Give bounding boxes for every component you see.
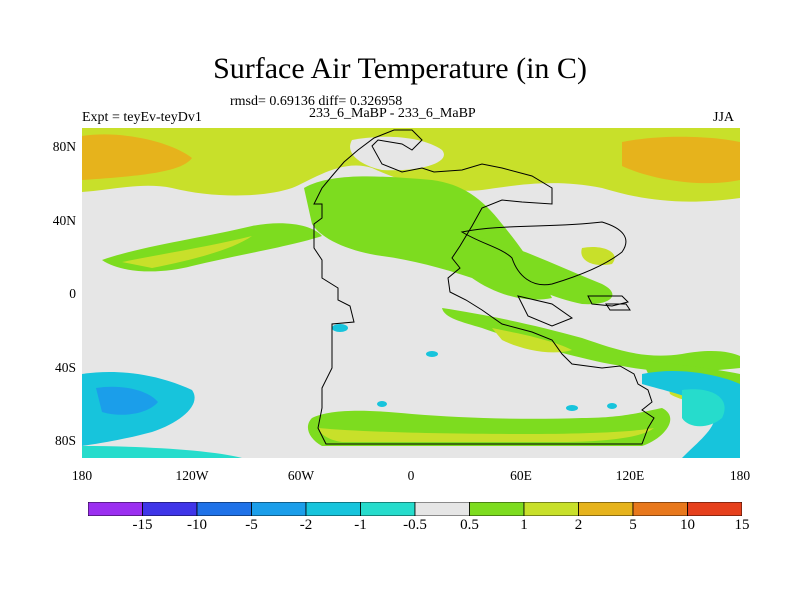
legend-label: -5	[245, 517, 258, 533]
legend-swatch	[469, 502, 525, 516]
y-tick-label: 40S	[54, 360, 76, 375]
x-tick-label: 60W	[287, 468, 315, 483]
y-tick-label: 0	[69, 286, 76, 301]
legend-label: 1	[520, 517, 528, 533]
legend-swatch	[687, 502, 742, 516]
experiment-label: Expt = teyEv-teyDv1	[82, 110, 202, 125]
legend-label: -1	[354, 517, 367, 533]
legend-label: -0.5	[403, 517, 427, 533]
legend-swatch	[305, 502, 361, 516]
color-legend	[88, 502, 742, 516]
legend-label: -10	[187, 517, 207, 533]
legend-label: -2	[299, 517, 313, 533]
legend-label: 10	[680, 517, 695, 533]
legend-swatch	[414, 502, 470, 516]
legend-swatch	[632, 502, 688, 516]
legend-label: 0.5	[460, 517, 479, 533]
y-tick-label: 40N	[52, 213, 76, 228]
legend-swatch	[196, 502, 252, 516]
legend-label: 15	[734, 517, 750, 533]
x-tick-label: 120E	[615, 468, 645, 483]
x-tick-label: 180	[71, 468, 93, 483]
x-tick-label: 0	[407, 468, 415, 483]
x-tick-label: 180	[729, 468, 751, 483]
season-label: JJA	[713, 110, 735, 125]
legend-swatch	[142, 502, 198, 516]
legend-label: -15	[132, 517, 153, 533]
stats-line: rmsd= 0.69136 diff= 0.326958	[230, 94, 403, 109]
legend-label: 2	[574, 517, 583, 533]
legend-swatch	[251, 502, 307, 516]
y-tick-label: 80N	[52, 139, 76, 154]
legend-swatch	[88, 502, 143, 516]
legend-label: 5	[629, 517, 637, 533]
x-tick-label: 120W	[175, 468, 209, 483]
x-tick-label: 60E	[510, 468, 532, 483]
legend-swatch	[523, 502, 579, 516]
temperature-map	[82, 128, 740, 458]
legend-swatch	[360, 502, 416, 516]
comparison-label: 233_6_MaBP - 233_6_MaBP	[309, 106, 476, 121]
chart-title: Surface Air Temperature (in C)	[213, 52, 587, 85]
legend-swatch	[578, 502, 634, 516]
y-tick-label: 80S	[54, 433, 76, 448]
